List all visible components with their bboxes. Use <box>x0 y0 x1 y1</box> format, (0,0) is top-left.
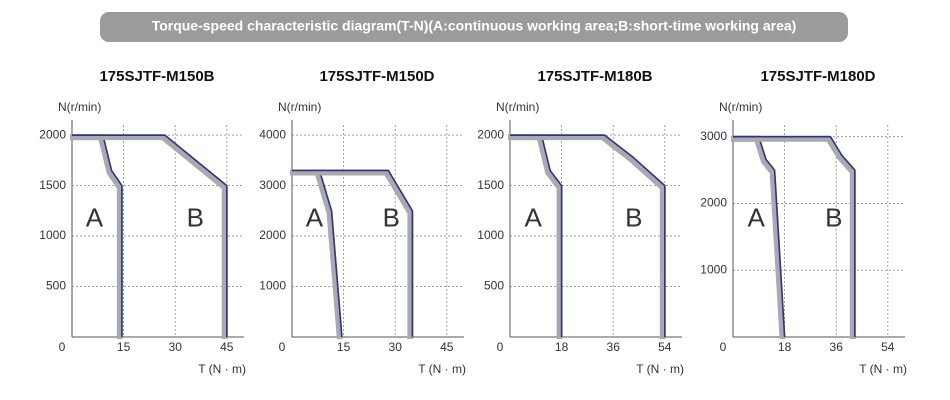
x-tick-label: 0 <box>720 340 727 354</box>
region-label: A <box>86 203 104 233</box>
x-tick-label: 30 <box>389 340 403 354</box>
curve-shadow <box>70 134 228 339</box>
y-tick-label: 2000 <box>477 127 504 141</box>
x-tick-label: 18 <box>778 340 792 354</box>
region-label: A <box>748 203 766 233</box>
x-tick-label: 54 <box>658 340 672 354</box>
x-tick-label: 30 <box>169 340 183 354</box>
curve-shadow <box>508 134 563 339</box>
curve-shadow <box>70 134 123 339</box>
x-tick-label: 36 <box>607 340 621 354</box>
y-tick-label: 1500 <box>39 178 66 192</box>
y-tick-label: 2000 <box>700 196 727 210</box>
curve <box>72 134 228 337</box>
y-tick-label: 500 <box>484 279 504 293</box>
x-tick-label: 15 <box>337 340 351 354</box>
curve-shadow <box>731 135 856 339</box>
x-axis-label: T (N · m) <box>859 362 907 376</box>
y-axis-label: N(r/min) <box>496 100 539 114</box>
y-tick-label: 2000 <box>39 127 66 141</box>
region-label: A <box>306 203 324 233</box>
x-tick-label: 36 <box>830 340 844 354</box>
y-tick-label: 2000 <box>259 228 286 242</box>
y-tick-label: 3000 <box>700 129 727 143</box>
y-axis-label: N(r/min) <box>58 100 101 114</box>
x-tick-label: 54 <box>881 340 895 354</box>
curve-shadow <box>508 134 666 339</box>
x-tick-label: 18 <box>555 340 569 354</box>
y-tick-label: 1000 <box>477 228 504 242</box>
banner-title: Torque-speed characteristic diagram(T-N)… <box>152 18 797 34</box>
x-tick-label: 15 <box>117 340 131 354</box>
region-label: B <box>825 203 842 233</box>
x-axis-label: T (N · m) <box>418 362 466 376</box>
x-tick-label: 0 <box>59 340 66 354</box>
curve-shadow <box>290 169 414 339</box>
region-label: B <box>625 203 642 233</box>
x-axis-label: T (N · m) <box>636 362 684 376</box>
x-tick-label: 0 <box>497 340 504 354</box>
curve <box>292 169 414 337</box>
curve <box>733 135 856 337</box>
y-tick-label: 3000 <box>259 178 286 192</box>
region-label: B <box>383 203 400 233</box>
y-tick-label: 1000 <box>259 279 286 293</box>
region-label: A <box>525 203 543 233</box>
y-tick-label: 4000 <box>259 127 286 141</box>
curve <box>292 169 343 338</box>
y-tick-label: 1500 <box>477 178 504 192</box>
x-tick-label: 45 <box>440 340 454 354</box>
x-tick-label: 0 <box>279 340 286 354</box>
y-tick-label: 1000 <box>39 228 66 242</box>
region-label: B <box>187 203 204 233</box>
chart-title: 175SJTF-M180B <box>537 68 652 85</box>
curve <box>510 134 666 337</box>
banner <box>100 12 848 42</box>
x-axis-label: T (N · m) <box>198 362 246 376</box>
curve-shadow <box>290 169 343 340</box>
chart-title: 175SJTF-M150B <box>99 68 214 85</box>
y-axis-label: N(r/min) <box>278 100 321 114</box>
x-tick-label: 45 <box>220 340 234 354</box>
y-axis-label: N(r/min) <box>719 100 762 114</box>
curve-shadow <box>731 135 786 340</box>
y-tick-label: 500 <box>46 279 66 293</box>
chart-title: 175SJTF-M150D <box>319 68 434 85</box>
chart-title: 175SJTF-M180D <box>760 68 875 85</box>
y-tick-label: 1000 <box>700 262 727 276</box>
